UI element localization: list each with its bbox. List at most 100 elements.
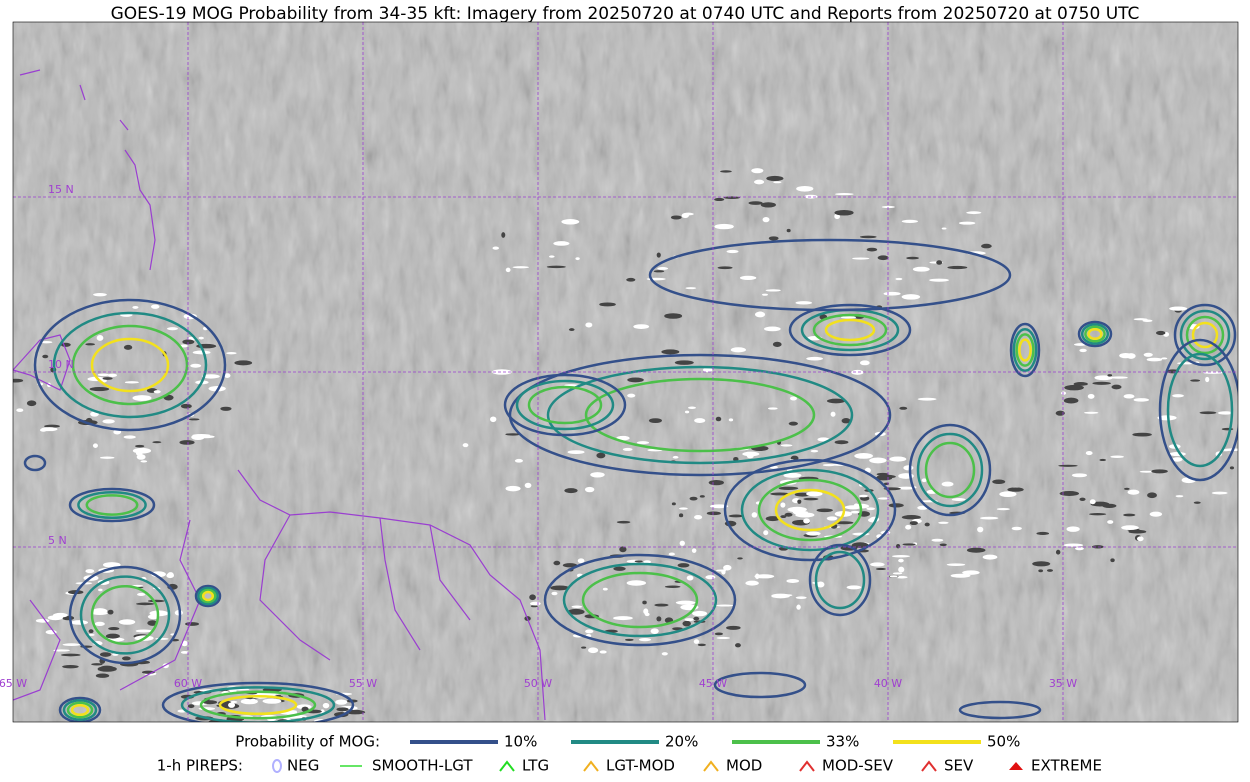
mog-contour (1185, 315, 1225, 355)
cloud-streak (336, 707, 349, 712)
cloud-streak (1128, 529, 1147, 534)
cloud-streak (795, 512, 815, 518)
cloud-streak (262, 698, 282, 704)
cloud-streak (1087, 393, 1095, 399)
cloud-streak (152, 441, 162, 444)
cloud-streak (710, 504, 729, 509)
mog-contours (23, 238, 1238, 722)
cloud-streak (561, 219, 580, 225)
pirep-symbol (272, 759, 282, 773)
cloud-streak (1133, 318, 1148, 321)
cloud-streak (702, 367, 713, 373)
cloud-streak (188, 418, 200, 421)
cloud-streak (1066, 526, 1080, 532)
mog-contour (508, 353, 892, 477)
mog-contour (584, 377, 816, 453)
cloud-streak (97, 373, 110, 377)
cloud-streak (921, 478, 927, 483)
legend-label: 50% (987, 733, 1020, 751)
cloud-streak (889, 456, 907, 462)
mog-contour (648, 238, 1012, 312)
mog-contour (1173, 303, 1237, 367)
cloud-streak (1063, 543, 1084, 547)
cloud-streak (249, 698, 257, 704)
cloud-streak (180, 650, 189, 654)
mog-contour (1191, 321, 1219, 349)
cloud-streak (102, 377, 113, 380)
cloud-streak (810, 449, 819, 453)
mog-contour (66, 701, 94, 719)
cloud-streak (40, 341, 53, 344)
cloud-streak (783, 472, 802, 478)
cloud-streak (748, 201, 763, 205)
cloud-streak (585, 629, 594, 634)
cloud-streak (694, 514, 703, 520)
cloud-streak (684, 618, 694, 622)
cloud-streak (1046, 569, 1053, 572)
cloud-streak (505, 433, 521, 436)
cloud-streak (899, 406, 908, 410)
cloud-streak (1059, 491, 1080, 497)
cloud-streak (788, 421, 798, 426)
cloud-streak (767, 407, 778, 410)
cloud-streak (728, 514, 744, 518)
cloud-streak (62, 643, 81, 646)
pirep-symbol (921, 760, 937, 772)
cloud-streak (140, 460, 148, 463)
cloud-streak (730, 347, 746, 353)
mog-contour (824, 318, 876, 342)
legend-label: 10% (504, 733, 537, 751)
cloud-streak (636, 441, 650, 445)
cloud-streak (234, 360, 253, 366)
cloud-streak (99, 456, 115, 459)
cloud-streak (716, 569, 727, 572)
pirep-symbol (1009, 762, 1023, 770)
mog-contour (79, 575, 171, 655)
cloud-streak (881, 205, 895, 209)
cloud-streak (786, 579, 800, 583)
cloud-streak (118, 619, 136, 625)
cloud-streak (826, 516, 838, 521)
cloud-streak (16, 408, 24, 413)
cloud-streak (708, 479, 724, 486)
mog-contour (1158, 338, 1238, 482)
cloud-streak (780, 515, 787, 519)
cloud-streak (613, 566, 626, 571)
mog-contour (581, 571, 699, 629)
cloud-streak (1092, 381, 1111, 385)
cloud-streak (551, 591, 558, 596)
cloud-streak (691, 548, 697, 553)
cloud-streak (501, 232, 506, 238)
pirep-label: NEG (287, 757, 319, 775)
cloud-streak (981, 243, 992, 249)
cloud-streak (1064, 384, 1084, 391)
cloud-streak (772, 341, 782, 347)
cloud-streak (577, 558, 585, 564)
cloud-streak (780, 444, 793, 447)
cloud-streak (26, 400, 37, 407)
cloud-streak (1161, 357, 1168, 360)
cloud-streak (699, 495, 705, 498)
cloud-streak (182, 339, 195, 345)
cloud-streak (778, 486, 799, 491)
cloud-streak (670, 215, 682, 220)
cloud-streak (151, 304, 160, 309)
legend-label: 33% (826, 733, 859, 751)
mog-contour (85, 494, 139, 516)
cloud-streak (936, 260, 943, 265)
cloud-streak (773, 181, 782, 184)
cloud-streak (191, 434, 205, 441)
mog-contour (958, 700, 1042, 720)
cloud-streak (1063, 397, 1079, 404)
cloud-streak (869, 457, 887, 464)
cloud-streak (753, 179, 765, 185)
cloud-streak (562, 563, 578, 568)
cloud-streak (1094, 375, 1113, 381)
cloud-streak (946, 563, 966, 567)
cloud-streak (834, 193, 854, 196)
mog-contour (515, 379, 615, 431)
mog-contour (1166, 352, 1234, 468)
mog-contour (546, 365, 854, 465)
cloud-streak (1123, 394, 1135, 399)
latitude-label: 5 N (48, 534, 67, 547)
